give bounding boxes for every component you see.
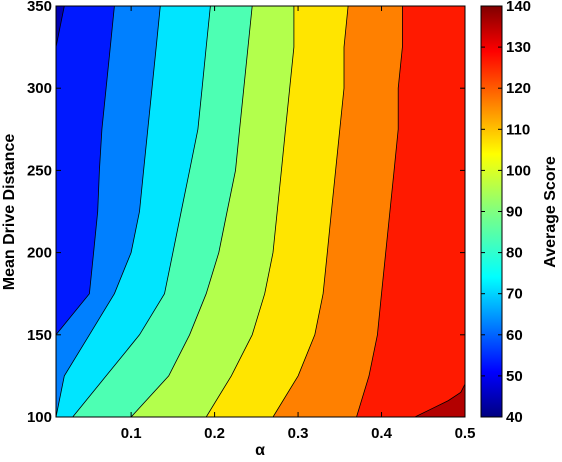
colorbar-tick-label: 60 bbox=[506, 327, 523, 344]
x-tick-label: 0.1 bbox=[121, 425, 142, 442]
contour-line-80 bbox=[72, 6, 211, 417]
colorbar-tick-label: 90 bbox=[506, 204, 523, 221]
colorbar: 40 50 60 70 80 90 100 110 120 130 140 Average Scor… bbox=[480, 0, 559, 426]
colorbar-tick-label: 70 bbox=[506, 286, 523, 303]
band-above-120 bbox=[356, 6, 465, 417]
x-tick-label: 0.4 bbox=[371, 425, 393, 442]
contour-line-70 bbox=[56, 6, 161, 417]
y-tick-label: 150 bbox=[27, 327, 52, 344]
x-tick-label: 0.5 bbox=[455, 425, 476, 442]
contour-bands bbox=[56, 6, 465, 417]
contour-line-120 bbox=[356, 6, 403, 417]
colorbar-tick-label: 130 bbox=[506, 39, 531, 56]
colorbar-tick-label: 120 bbox=[506, 80, 531, 97]
y-tick-label: 100 bbox=[27, 409, 52, 426]
colorbar-label: Average Score bbox=[542, 156, 559, 268]
colorbar-tick-label: 100 bbox=[506, 162, 531, 179]
x-axis-ticks: 0.1 0.2 0.3 0.4 0.5 bbox=[121, 6, 476, 442]
y-tick-label: 250 bbox=[27, 162, 52, 179]
colorbar-tick-label: 80 bbox=[506, 245, 523, 262]
band-above-130 bbox=[414, 384, 465, 417]
contour-line-100 bbox=[205, 6, 295, 417]
colorbar-tick-label: 40 bbox=[506, 409, 523, 426]
contour-line-130 bbox=[414, 383, 465, 417]
y-tick-label: 300 bbox=[27, 80, 52, 97]
x-tick-label: 0.2 bbox=[204, 425, 225, 442]
contour-lines bbox=[56, 6, 465, 417]
x-axis-label: α bbox=[255, 442, 265, 459]
y-tick-label: 200 bbox=[27, 245, 52, 262]
y-tick-label: 350 bbox=[27, 0, 52, 15]
plot-frame bbox=[55, 5, 466, 418]
colorbar-tick-label: 110 bbox=[506, 121, 530, 138]
y-axis-ticks: 100 150 200 250 300 350 bbox=[27, 0, 465, 426]
y-axis-label: Mean Drive Distance bbox=[1, 134, 18, 291]
colorbar-ticks: 40 50 60 70 80 90 100 110 120 130 140 bbox=[481, 0, 531, 426]
colorbar-tick-label: 140 bbox=[506, 0, 531, 15]
x-tick-label: 0.3 bbox=[288, 425, 309, 442]
contour-line-90 bbox=[130, 6, 253, 417]
colorbar-tick-label: 50 bbox=[506, 368, 523, 385]
contour-line-60 bbox=[56, 6, 115, 417]
contour-line-110 bbox=[272, 6, 349, 417]
